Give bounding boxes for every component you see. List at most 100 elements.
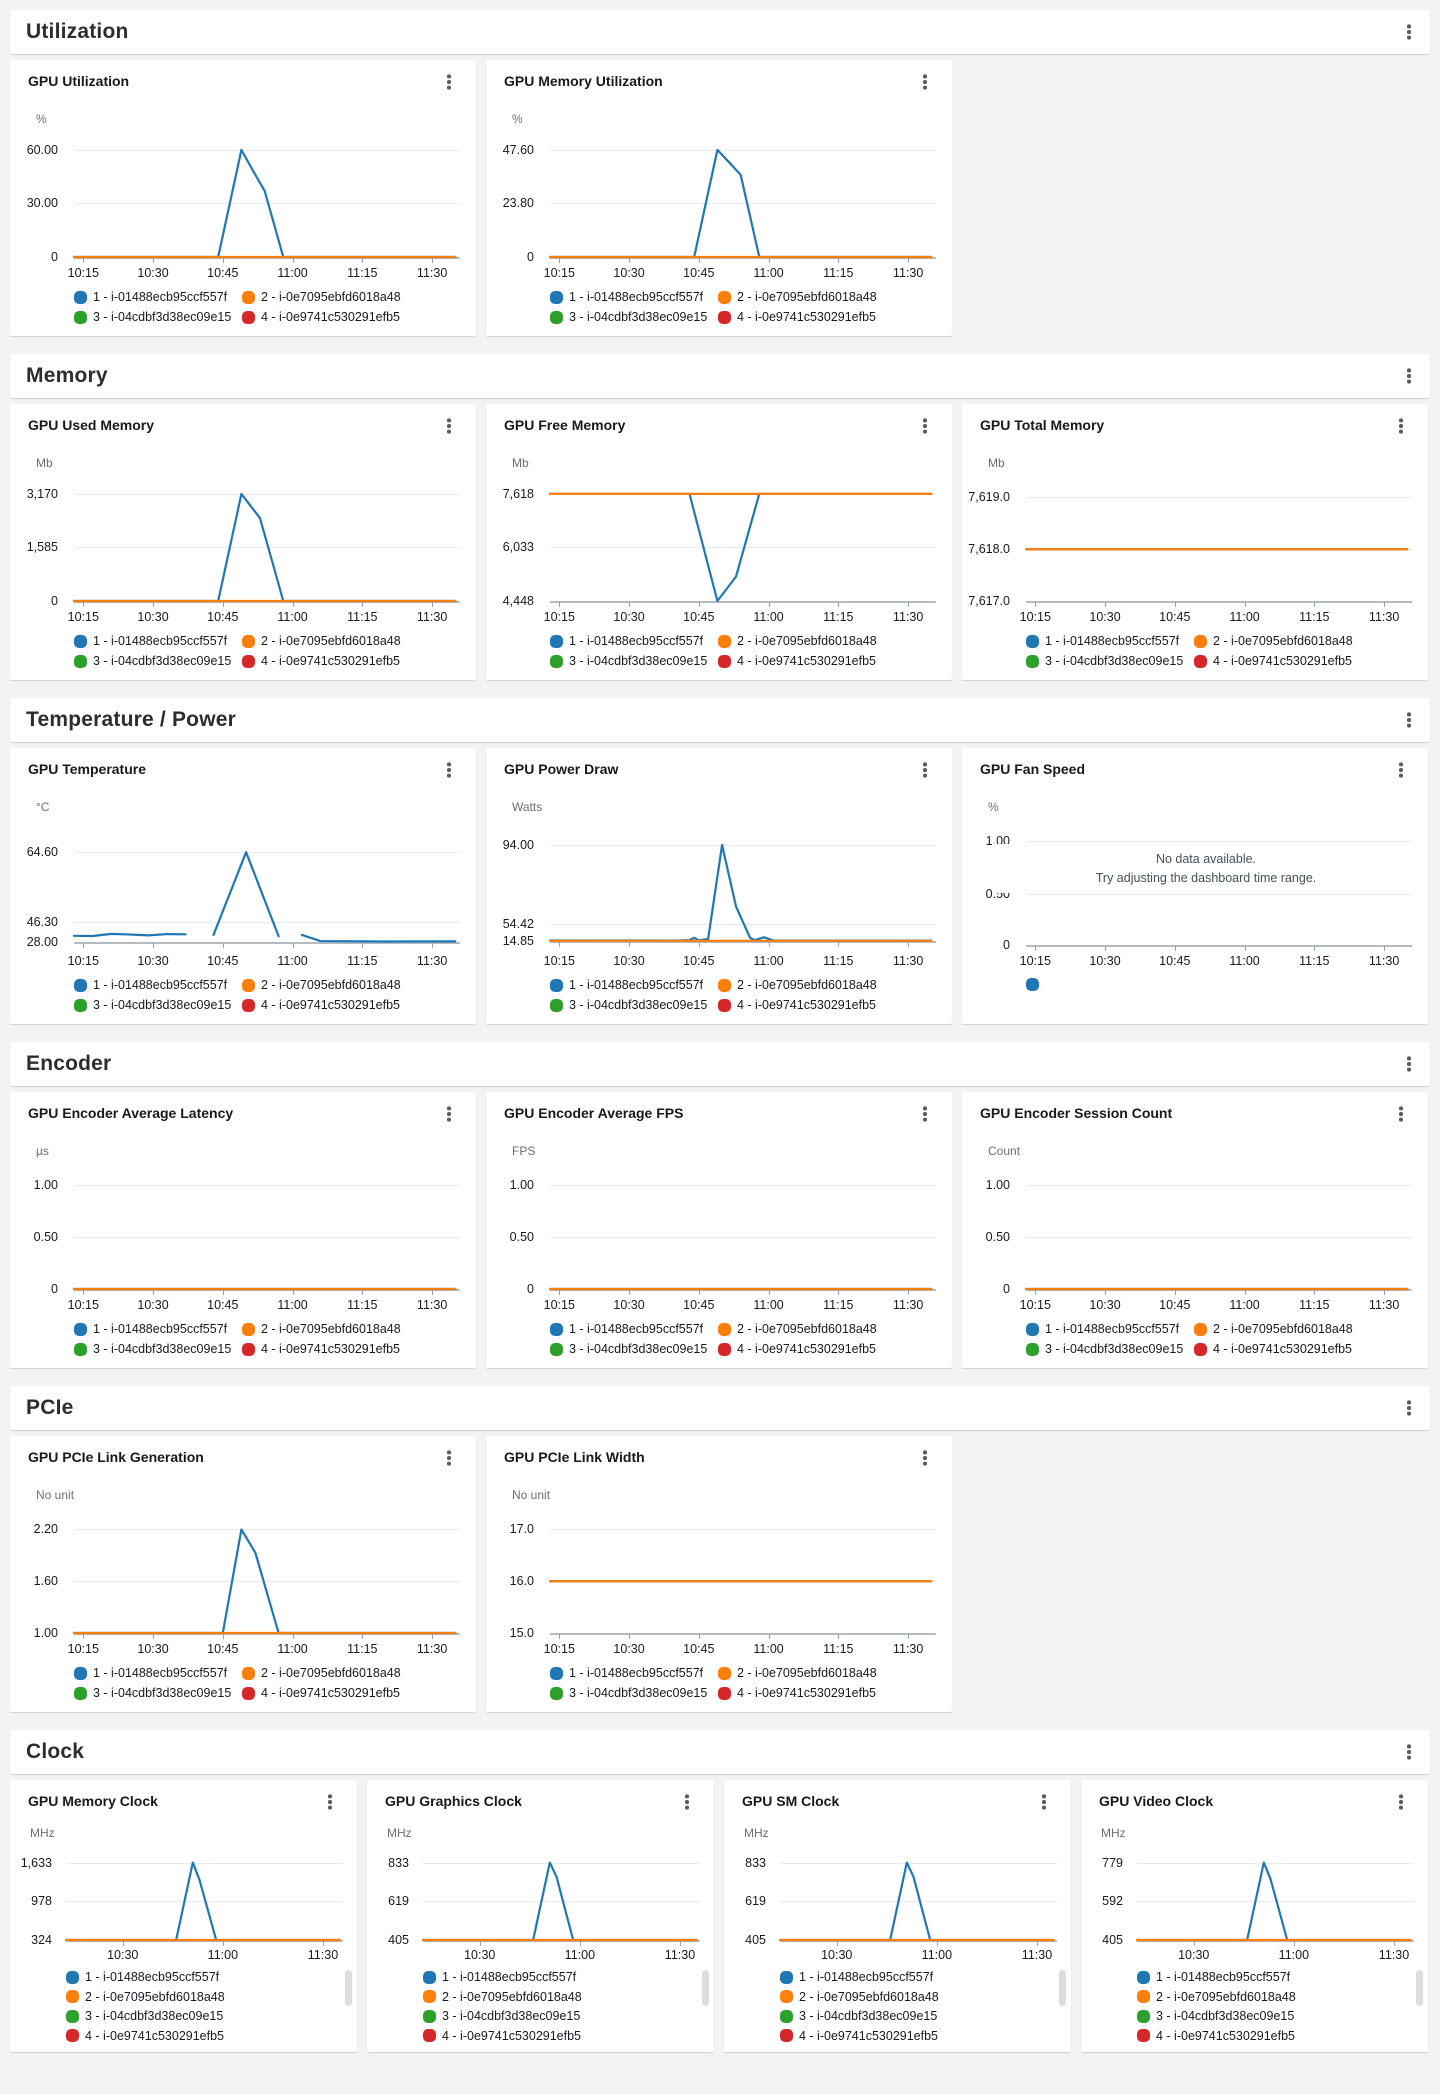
chart-menu-button[interactable] <box>438 760 460 780</box>
section-menu-button[interactable] <box>1398 1054 1420 1074</box>
legend-item[interactable]: 3 - i-04cdbf3d38ec09e15 <box>550 654 718 668</box>
legend-item[interactable]: 2 - i-0e7095ebfd6018a48 <box>718 1322 938 1336</box>
chart-menu-button[interactable] <box>1390 1792 1412 1812</box>
legend-item[interactable]: 4 - i-0e9741c530291efb5 <box>242 1686 462 1700</box>
legend-item[interactable]: 4 - i-0e9741c530291efb5 <box>718 998 938 1012</box>
legend-item[interactable]: 4 - i-0e9741c530291efb5 <box>423 2029 694 2043</box>
legend-item[interactable]: 3 - i-04cdbf3d38ec09e15 <box>74 1342 242 1356</box>
legend-item[interactable]: 2 - i-0e7095ebfd6018a48 <box>780 1990 1051 2004</box>
legend-item[interactable]: 2 - i-0e7095ebfd6018a48 <box>242 1666 462 1680</box>
legend-item[interactable]: 4 - i-0e9741c530291efb5 <box>718 310 938 324</box>
legend-item[interactable]: 3 - i-04cdbf3d38ec09e15 <box>74 1686 242 1700</box>
legend-item[interactable]: 3 - i-04cdbf3d38ec09e15 <box>74 310 242 324</box>
legend-item[interactable]: 1 - i-01488ecb95ccf557f <box>550 978 718 992</box>
chart-menu-button[interactable] <box>438 72 460 92</box>
legend-item[interactable]: 1 - i-01488ecb95ccf557f <box>1137 1970 1408 1984</box>
section-menu-button[interactable] <box>1398 1398 1420 1418</box>
legend-item[interactable]: 1 - i-01488ecb95ccf557f <box>780 1970 1051 1984</box>
legend-item[interactable]: 1 - i-01488ecb95ccf557f <box>1026 1322 1194 1336</box>
gridline <box>74 149 460 151</box>
legend-item[interactable]: 1 - i-01488ecb95ccf557f <box>74 978 242 992</box>
legend-item[interactable]: 3 - i-04cdbf3d38ec09e15 <box>1026 654 1194 668</box>
legend-item[interactable]: 3 - i-04cdbf3d38ec09e15 <box>66 2009 337 2023</box>
legend-item[interactable]: 3 - i-04cdbf3d38ec09e15 <box>550 1686 718 1700</box>
legend-item[interactable]: 3 - i-04cdbf3d38ec09e15 <box>550 1342 718 1356</box>
legend-item[interactable]: 1 - i-01488ecb95ccf557f <box>423 1970 694 1984</box>
chart-menu-button[interactable] <box>1390 416 1412 436</box>
legend-item[interactable]: 1 - i-01488ecb95ccf557f <box>550 1322 718 1336</box>
chart-menu-button[interactable] <box>1033 1792 1055 1812</box>
legend-item[interactable]: 3 - i-04cdbf3d38ec09e15 <box>1137 2009 1408 2023</box>
chart-menu-button[interactable] <box>914 416 936 436</box>
legend-item[interactable]: 4 - i-0e9741c530291efb5 <box>242 998 462 1012</box>
legend-item[interactable]: 1 - i-01488ecb95ccf557f <box>550 1666 718 1680</box>
legend-item[interactable]: 3 - i-04cdbf3d38ec09e15 <box>423 2009 694 2023</box>
legend-item[interactable]: 3 - i-04cdbf3d38ec09e15 <box>550 998 718 1012</box>
legend-scrollbar[interactable] <box>345 1970 352 2006</box>
legend-item[interactable]: 4 - i-0e9741c530291efb5 <box>242 1342 462 1356</box>
chart-menu-button[interactable] <box>914 72 936 92</box>
legend-item[interactable]: 2 - i-0e7095ebfd6018a48 <box>1137 1990 1408 2004</box>
gridline <box>74 1185 460 1187</box>
chart-card-header: GPU Video Clock <box>1099 1792 1412 1812</box>
legend-item[interactable] <box>1026 978 1194 991</box>
section-menu-button[interactable] <box>1398 1742 1420 1762</box>
legend-item[interactable]: 2 - i-0e7095ebfd6018a48 <box>242 634 462 648</box>
legend-item[interactable]: 2 - i-0e7095ebfd6018a48 <box>242 1322 462 1336</box>
legend-item[interactable]: 2 - i-0e7095ebfd6018a48 <box>242 290 462 304</box>
legend-item[interactable]: 2 - i-0e7095ebfd6018a48 <box>66 1990 337 2004</box>
legend-item[interactable]: 4 - i-0e9741c530291efb5 <box>242 310 462 324</box>
legend-item[interactable]: 1 - i-01488ecb95ccf557f <box>74 290 242 304</box>
section-menu-button[interactable] <box>1398 710 1420 730</box>
kebab-icon <box>328 1800 332 1804</box>
legend-item[interactable]: 2 - i-0e7095ebfd6018a48 <box>423 1990 694 2004</box>
legend-item[interactable]: 2 - i-0e7095ebfd6018a48 <box>718 634 938 648</box>
legend-item[interactable]: 1 - i-01488ecb95ccf557f <box>74 1322 242 1336</box>
legend-item[interactable]: 4 - i-0e9741c530291efb5 <box>1194 654 1414 668</box>
chart-menu-button[interactable] <box>1390 1104 1412 1124</box>
legend-item[interactable]: 2 - i-0e7095ebfd6018a48 <box>718 290 938 304</box>
chart-menu-button[interactable] <box>438 1104 460 1124</box>
section-menu-button[interactable] <box>1398 366 1420 386</box>
chart-menu-button[interactable] <box>914 1448 936 1468</box>
legend-item[interactable]: 1 - i-01488ecb95ccf557f <box>550 290 718 304</box>
chart-menu-button[interactable] <box>914 1104 936 1124</box>
section-menu-button[interactable] <box>1398 22 1420 42</box>
series-lines <box>74 826 460 945</box>
legend-item[interactable]: 1 - i-01488ecb95ccf557f <box>1026 634 1194 648</box>
legend-item[interactable]: 4 - i-0e9741c530291efb5 <box>242 654 462 668</box>
legend-item[interactable]: 3 - i-04cdbf3d38ec09e15 <box>550 310 718 324</box>
legend-item[interactable]: 2 - i-0e7095ebfd6018a48 <box>242 978 462 992</box>
legend-item[interactable]: 1 - i-01488ecb95ccf557f <box>74 634 242 648</box>
chart-menu-button[interactable] <box>438 1448 460 1468</box>
legend-item[interactable]: 2 - i-0e7095ebfd6018a48 <box>718 1666 938 1680</box>
legend-scrollbar[interactable] <box>1416 1970 1423 2006</box>
legend-scrollbar[interactable] <box>1059 1970 1066 2006</box>
legend-scrollbar[interactable] <box>702 1970 709 2006</box>
chart-menu-button[interactable] <box>914 760 936 780</box>
x-tick-label: 11:15 <box>823 1642 854 1656</box>
legend-item[interactable]: 4 - i-0e9741c530291efb5 <box>1194 1342 1414 1356</box>
legend-item[interactable]: 4 - i-0e9741c530291efb5 <box>66 2029 337 2043</box>
legend-item[interactable]: 3 - i-04cdbf3d38ec09e15 <box>780 2009 1051 2023</box>
chart-menu-button[interactable] <box>319 1792 341 1812</box>
legend-item[interactable]: 4 - i-0e9741c530291efb5 <box>1137 2029 1408 2043</box>
legend-item[interactable]: 1 - i-01488ecb95ccf557f <box>550 634 718 648</box>
chart-menu-button[interactable] <box>1390 760 1412 780</box>
legend-label: 2 - i-0e7095ebfd6018a48 <box>737 290 877 304</box>
legend-item[interactable]: 4 - i-0e9741c530291efb5 <box>780 2029 1051 2043</box>
legend-item[interactable]: 1 - i-01488ecb95ccf557f <box>74 1666 242 1680</box>
legend-item[interactable]: 3 - i-04cdbf3d38ec09e15 <box>74 654 242 668</box>
x-tick-label: 11:15 <box>347 954 378 968</box>
legend-item[interactable]: 2 - i-0e7095ebfd6018a48 <box>1194 1322 1414 1336</box>
legend-item[interactable]: 2 - i-0e7095ebfd6018a48 <box>1194 634 1414 648</box>
legend-item[interactable]: 4 - i-0e9741c530291efb5 <box>718 654 938 668</box>
chart-menu-button[interactable] <box>676 1792 698 1812</box>
chart-menu-button[interactable] <box>438 416 460 436</box>
legend-item[interactable]: 1 - i-01488ecb95ccf557f <box>66 1970 337 1984</box>
legend-item[interactable]: 3 - i-04cdbf3d38ec09e15 <box>1026 1342 1194 1356</box>
legend-item[interactable]: 3 - i-04cdbf3d38ec09e15 <box>74 998 242 1012</box>
legend-item[interactable]: 4 - i-0e9741c530291efb5 <box>718 1686 938 1700</box>
legend-item[interactable]: 4 - i-0e9741c530291efb5 <box>718 1342 938 1356</box>
legend-item[interactable]: 2 - i-0e7095ebfd6018a48 <box>718 978 938 992</box>
